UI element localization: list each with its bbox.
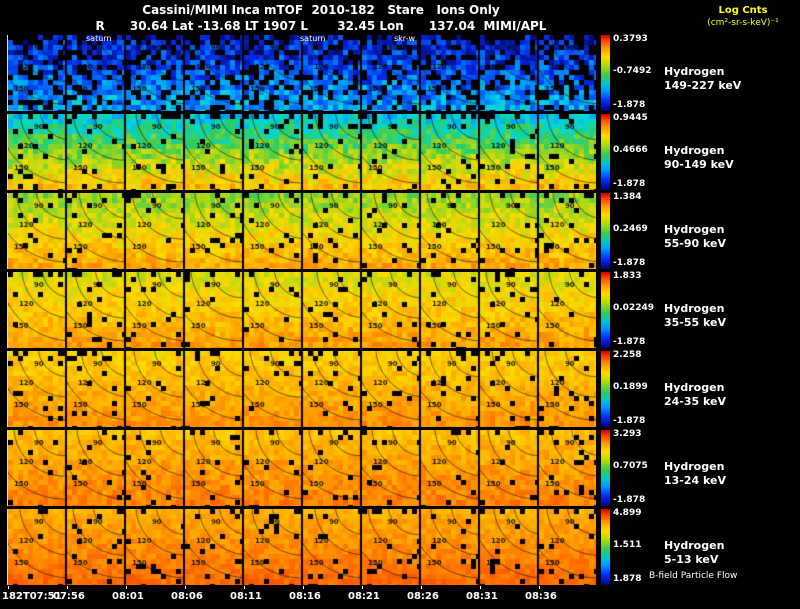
colorbar-mid-label: 1.511	[613, 540, 642, 550]
colorbar-mid-label: -0.7492	[613, 66, 652, 76]
colorbar-min-label: -1.878	[613, 258, 646, 268]
colorbar-min-label: -1.878	[613, 337, 646, 347]
time-axis-ticks	[8, 586, 598, 589]
colorbar-max-label: 1.384	[613, 192, 642, 202]
colorbar-max-label: 2.258	[613, 350, 642, 360]
spacecraft-position-readout: R 30.64 Lat -13.68 LT 1907 L 32.45 Lon 1…	[95, 19, 547, 33]
colorbar-1	[601, 114, 610, 190]
energy-band-row-2: 1.384 0.2469 -1.878 Hydrogen 55-90 keV	[0, 192, 800, 269]
energy-band-row-5: 3.293 0.7075 -1.878 Hydrogen 13-24 keV	[0, 429, 800, 506]
bfield-particle-flow-label: B-field Particle Flow	[649, 571, 738, 581]
colorbar-max-label: 3.293	[613, 429, 642, 439]
colorbar-mid-label: 0.4666	[613, 145, 648, 155]
time-tick-label: 182T07:51	[2, 591, 62, 602]
energy-range: 13-24 keV	[664, 474, 727, 487]
colorbar-6	[601, 509, 610, 585]
energy-band-label: Hydrogen 55-90 keV	[664, 223, 726, 251]
time-tick-label: 08:11	[230, 591, 262, 602]
colorbar-mid-label: 0.7075	[613, 461, 648, 471]
colorbar-min-label: -1.878	[613, 416, 646, 426]
colorbar-0	[601, 35, 610, 111]
species-name: Hydrogen	[664, 539, 725, 552]
heatmap-canvas-1	[7, 114, 596, 190]
energy-range: 5-13 keV	[664, 553, 719, 566]
colorbar-5	[601, 430, 610, 506]
colorbar-max-label: 1.833	[613, 271, 642, 281]
colorbar-4	[601, 351, 610, 427]
heatmap-canvas-4	[7, 351, 596, 427]
page-title: Cassini/MIMI Inca mTOF 2010-182 Stare Io…	[142, 3, 500, 17]
time-tick-label: 08:06	[171, 591, 203, 602]
time-tick-label: 08:21	[348, 591, 380, 602]
species-name: Hydrogen	[664, 223, 725, 236]
species-name: Hydrogen	[664, 144, 725, 157]
time-tick-label: 08:16	[289, 591, 321, 602]
time-tick-label: 08:26	[407, 591, 439, 602]
time-tick-label: 08:01	[112, 591, 144, 602]
heatmap-canvas-6	[7, 509, 596, 585]
fov-annotation-saturn-2: saturn	[300, 34, 326, 43]
time-tick-label: 08:31	[466, 591, 498, 602]
energy-band-row-0: 0.3793 -0.7492 -1.878 Hydrogen 149-227 k…	[0, 34, 800, 111]
energy-range: 55-90 keV	[664, 237, 727, 250]
legend-units: (cm²-sr-s-keV)⁻¹	[707, 18, 779, 28]
energy-range: 35-55 keV	[664, 316, 727, 329]
colorbar-max-label: 0.3793	[613, 34, 648, 44]
colorbar-mid-label: 0.1899	[613, 382, 648, 392]
species-name: Hydrogen	[664, 302, 725, 315]
time-tick-label: 07:56	[53, 591, 85, 602]
energy-band-label: Hydrogen 13-24 keV	[664, 460, 726, 488]
heatmap-canvas-0	[7, 35, 596, 111]
energy-band-row-1: 0.9445 0.4666 -1.878 Hydrogen 90-149 keV	[0, 113, 800, 190]
time-tick-label: 08:36	[525, 591, 557, 602]
species-name: Hydrogen	[664, 381, 725, 394]
species-name: Hydrogen	[664, 460, 725, 473]
colorbar-2	[601, 193, 610, 269]
colorbar-mid-label: 0.2469	[613, 224, 648, 234]
colorbar-min-label: -1.878	[613, 100, 646, 110]
energy-range: 24-35 keV	[664, 395, 727, 408]
time-axis: 182T07:51 07:56 08:01 08:06 08:11 08:16 …	[0, 591, 800, 607]
energy-range: 149-227 keV	[664, 79, 742, 92]
fov-annotation-skr: skr-w	[394, 34, 416, 43]
colorbar-mid-label: 0.02249	[613, 303, 654, 313]
species-name: Hydrogen	[664, 65, 725, 78]
colorbar-max-label: 4.899	[613, 508, 642, 518]
legend-title: Log Cnts	[718, 5, 768, 16]
energy-band-row-3: 1.833 0.02249 -1.878 Hydrogen 35-55 keV	[0, 271, 800, 348]
heatmap-canvas-5	[7, 430, 596, 506]
heatmap-canvas-3	[7, 272, 596, 348]
colorbar-min-label: 1.878	[613, 574, 642, 584]
energy-range: 90-149 keV	[664, 158, 734, 171]
energy-band-label: Hydrogen 24-35 keV	[664, 381, 726, 409]
colorbar-min-label: -1.878	[613, 179, 646, 189]
energy-band-label: Hydrogen 35-55 keV	[664, 302, 726, 330]
heatmap-canvas-2	[7, 193, 596, 269]
energy-band-row-6: 4.899 1.511 1.878 Hydrogen 5-13 keV	[0, 508, 800, 585]
energy-band-row-4: 2.258 0.1899 -1.878 Hydrogen 24-35 keV	[0, 350, 800, 427]
energy-band-label: Hydrogen 5-13 keV	[664, 539, 724, 567]
colorbar-legend: Log Cnts (cm²-sr-s-keV)⁻¹	[690, 4, 796, 30]
energy-band-label: Hydrogen 149-227 keV	[664, 65, 741, 93]
colorbar-max-label: 0.9445	[613, 113, 648, 123]
colorbar-3	[601, 272, 610, 348]
fov-annotation-saturn-1: saturn	[86, 34, 112, 43]
energy-band-label: Hydrogen 90-149 keV	[664, 144, 734, 172]
colorbar-min-label: -1.878	[613, 495, 646, 505]
